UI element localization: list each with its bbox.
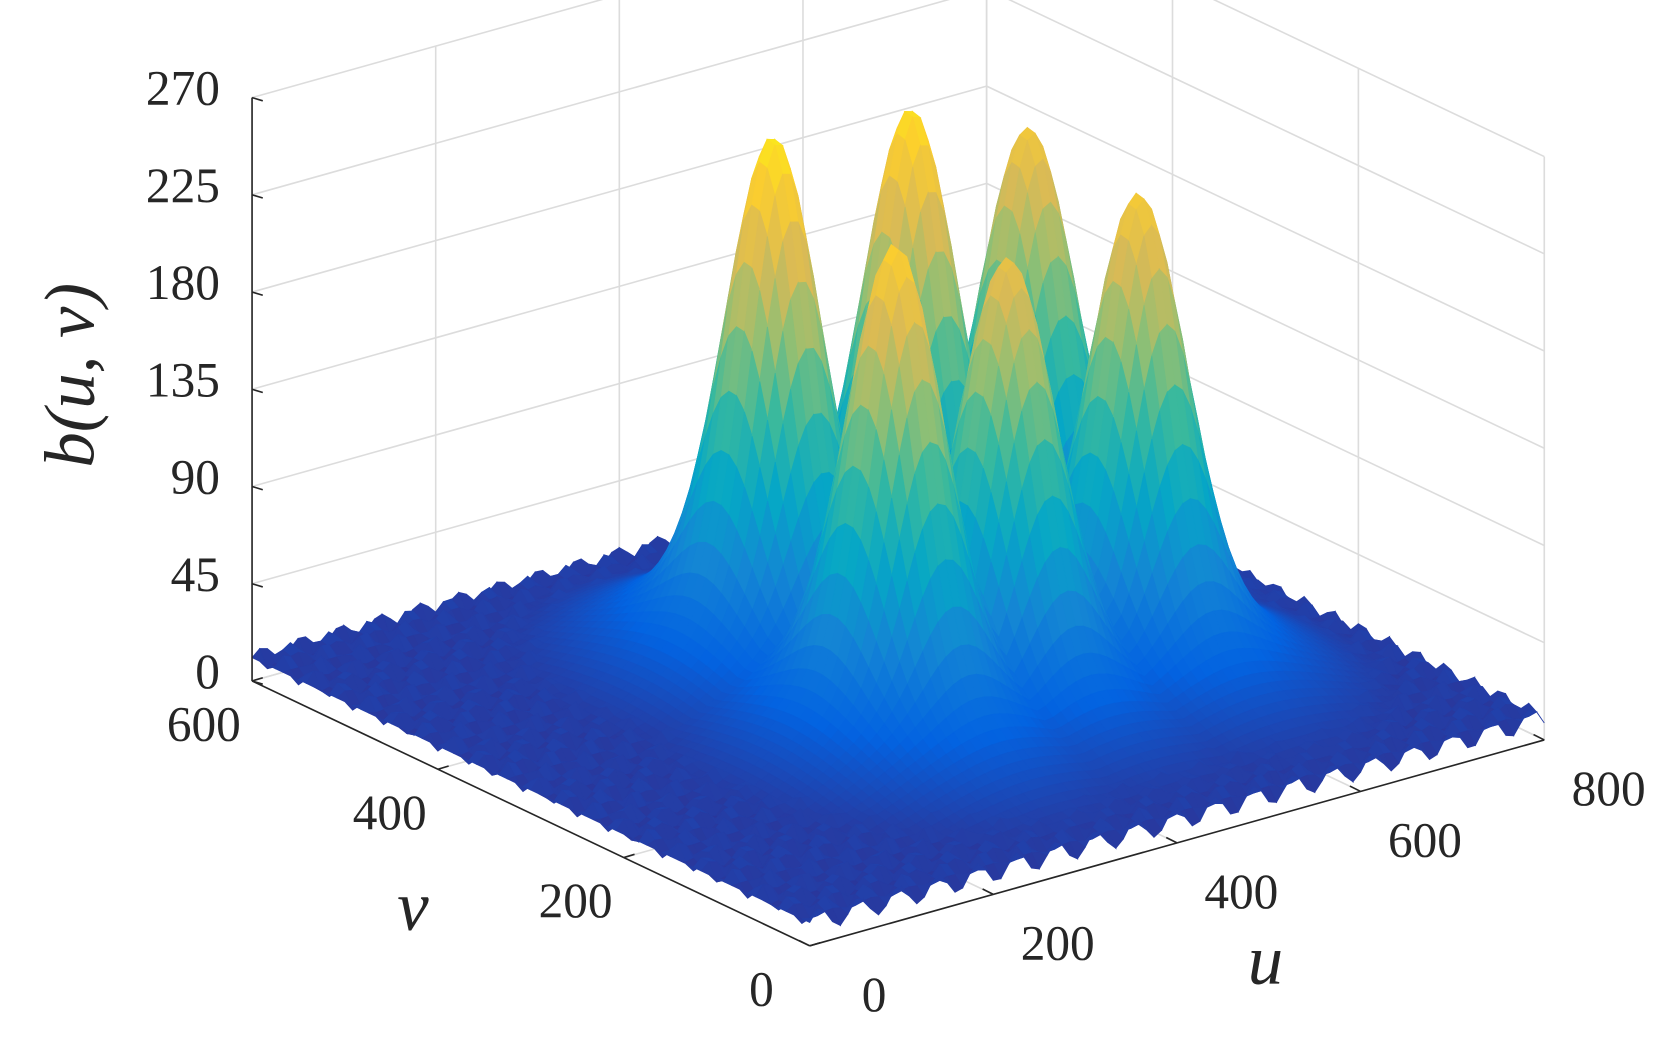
- grid-line: [251, 0, 951, 196]
- grid-line: [251, 182, 987, 391]
- grid-line: [1008, 0, 1545, 255]
- grid-line: [986, 85, 1545, 352]
- grid-line: [986, 182, 1545, 449]
- grid-line: [251, 0, 604, 99]
- surface: [251, 110, 1545, 927]
- grid-line: [251, 85, 987, 293]
- grid-line: [1212, 0, 1545, 158]
